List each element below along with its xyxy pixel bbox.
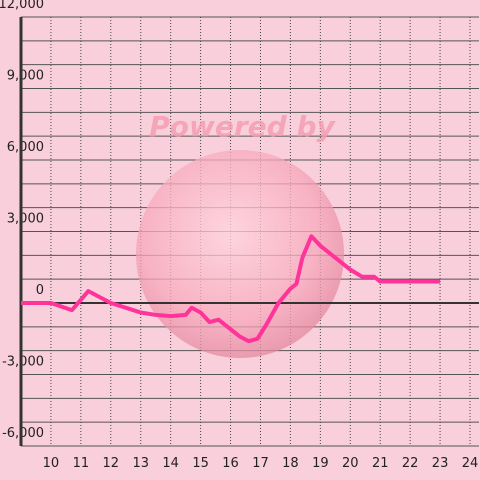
x-tick-label: 12 (103, 456, 120, 471)
x-tick-label: 20 (342, 456, 359, 471)
y-tick-label: 0 (36, 283, 44, 298)
x-tick-label: 24 (462, 456, 479, 471)
y-tick-label: 9,000 (7, 69, 44, 84)
x-tick-label: 23 (432, 456, 449, 471)
plot (19, 17, 479, 446)
y-tick-label: -3,000 (2, 355, 44, 370)
data-line (21, 234, 441, 344)
x-tick-label: 17 (252, 456, 269, 471)
x-tick-label: 18 (282, 456, 299, 471)
x-tick-label: 13 (132, 456, 149, 471)
x-tick-label: 22 (402, 456, 419, 471)
x-tick-label: 19 (312, 456, 329, 471)
y-tick-label: 3,000 (7, 212, 44, 227)
watermark-globe (136, 150, 344, 358)
x-tick-label: 16 (222, 456, 239, 471)
x-tick-label: 21 (372, 456, 389, 471)
watermark: Powered by (149, 110, 336, 143)
x-tick-label: 10 (43, 456, 60, 471)
x-tick-label: 11 (73, 456, 90, 471)
y-tick-label: -6,000 (2, 426, 44, 441)
y-tick-label: 6,000 (7, 140, 44, 155)
x-tick-label: 15 (192, 456, 209, 471)
y-tick-label: 12,000 (0, 0, 44, 12)
x-tick-label: 14 (162, 456, 179, 471)
